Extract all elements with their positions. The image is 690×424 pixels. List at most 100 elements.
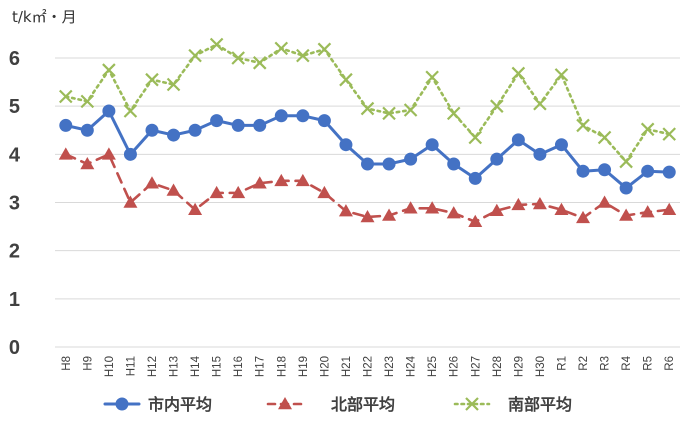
data-point [619, 154, 633, 169]
data-point [360, 209, 375, 223]
data-point [360, 101, 375, 116]
data-point [447, 157, 461, 171]
data-point [231, 185, 246, 199]
y-tick-label: 1 [9, 289, 20, 311]
data-point [597, 195, 612, 208]
data-point [425, 201, 440, 214]
data-point [80, 123, 94, 137]
data-point [640, 122, 655, 137]
x-tick-label: H10 [104, 356, 116, 377]
x-tick-label: R3 [600, 356, 612, 371]
legend-label: 北部平均 [331, 395, 395, 414]
x-axis-ticks: H8 H9 H10 H11 H12 H13 H14 H15 H16 H17 H18 H19 H20 H21… [61, 355, 676, 377]
data-point [209, 185, 224, 199]
y-tick-label: 2 [9, 241, 20, 263]
data-point [532, 196, 547, 210]
data-point [167, 128, 181, 142]
data-point [554, 68, 569, 82]
x-tick-label: H14 [190, 355, 202, 377]
data-point [382, 106, 396, 121]
x-tick-label: H26 [449, 356, 461, 377]
y-tick-label: 3 [9, 193, 20, 215]
x-tick-label: H22 [363, 356, 375, 377]
data-point [253, 118, 267, 132]
x-tick-label: H15 [212, 356, 224, 377]
data-point [382, 208, 397, 221]
unit-label: t/k㎡・月 [12, 8, 77, 26]
x-tick-label: R2 [578, 356, 590, 371]
data-point [361, 157, 374, 171]
data-point [662, 165, 676, 179]
data-point [123, 104, 138, 118]
series-2 [58, 147, 677, 228]
x-tick-label: H12 [147, 356, 159, 377]
legend-swatch-marker [465, 397, 479, 411]
x-tick-label: R4 [621, 355, 633, 370]
data-point [317, 114, 331, 128]
data-point [403, 103, 418, 117]
data-point [123, 147, 137, 161]
data-point [58, 147, 73, 160]
data-point [511, 197, 526, 211]
legend-item: 市内平均 [103, 395, 212, 414]
data-point [533, 96, 547, 111]
x-tick-label: H24 [406, 355, 418, 377]
data-point [425, 70, 439, 85]
data-point [468, 214, 483, 228]
data-point [490, 152, 504, 166]
data-point [102, 63, 116, 77]
series-line [64, 43, 671, 163]
data-point [662, 202, 677, 215]
x-tick-label: H19 [298, 356, 310, 377]
data-point [296, 109, 310, 123]
x-tick-label: H18 [276, 356, 288, 377]
data-point [188, 202, 203, 215]
data-point [296, 48, 310, 63]
x-tick-label: R5 [643, 356, 655, 371]
data-point [382, 157, 396, 171]
data-point [123, 195, 138, 208]
data-point [468, 171, 482, 185]
data-point [339, 138, 353, 152]
data-point [145, 72, 159, 87]
data-point [188, 123, 202, 137]
gridlines [55, 57, 680, 348]
data-point [231, 118, 245, 132]
data-point [597, 130, 612, 145]
x-tick-label: H20 [319, 356, 331, 377]
data-point [210, 114, 224, 128]
data-point [274, 109, 288, 123]
data-point [619, 181, 633, 195]
series-1 [59, 104, 676, 195]
data-point [274, 173, 289, 187]
data-point [317, 185, 332, 199]
data-point [511, 66, 526, 81]
data-point [317, 42, 332, 57]
x-tick-label: H25 [427, 356, 439, 377]
data-point [144, 176, 159, 189]
data-point [145, 123, 159, 137]
data-point [425, 138, 439, 152]
legend-label: 南部平均 [508, 395, 572, 414]
data-point [166, 77, 181, 92]
data-point [404, 152, 418, 166]
data-point [640, 205, 655, 218]
legend-label: 市内平均 [148, 395, 212, 414]
data-point [188, 48, 202, 63]
data-point [295, 173, 310, 187]
data-point [101, 147, 116, 160]
legend-item: 南部平均 [453, 395, 572, 414]
x-tick-label: H27 [470, 356, 482, 377]
x-tick-label: H29 [513, 356, 525, 377]
data-point [641, 164, 655, 178]
data-point [59, 118, 73, 132]
legend-swatch-marker [115, 397, 129, 411]
data-point [102, 104, 116, 118]
data-point [662, 127, 677, 141]
data-point [80, 94, 95, 109]
x-tick-label: H21 [341, 356, 353, 377]
data-point [576, 164, 590, 178]
data-point [446, 206, 461, 219]
legend-swatch-marker [278, 397, 292, 410]
